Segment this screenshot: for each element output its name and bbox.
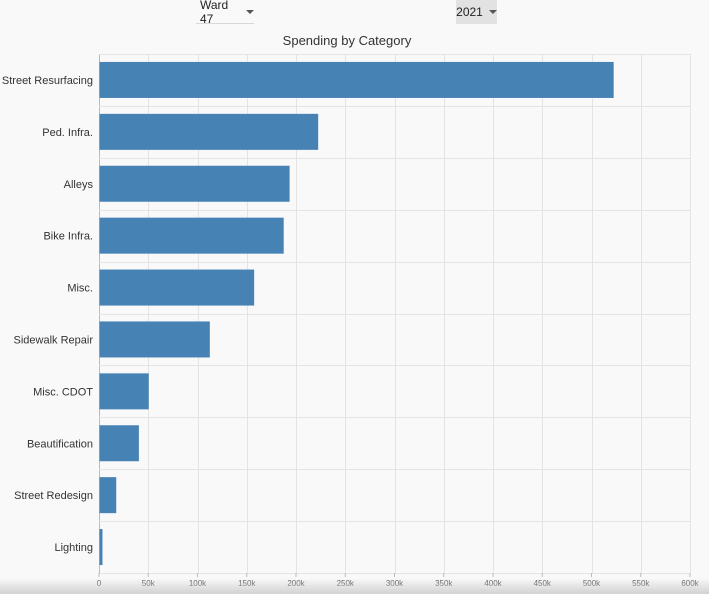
category-label: Lighting [54, 542, 93, 554]
category-labels: Street Resurfacing Ped. Infra. Alleys Bike … [2, 75, 94, 554]
bar[interactable] [99, 113, 319, 150]
category-label: Sidewalk Repair [14, 334, 94, 346]
x-tick-label: 350k [435, 579, 453, 588]
x-axis-ticks: 0 50k 100k 150k 200k 250k 300k 350k 400k 450k 500k… [97, 573, 700, 588]
category-label: Street Redesign [14, 490, 93, 502]
x-tick-label: 500k [583, 579, 601, 588]
grid-lines [99, 54, 691, 574]
category-label: Misc. [67, 283, 93, 295]
x-tick-label: 300k [386, 579, 404, 588]
x-tick-label: 100k [189, 579, 207, 588]
bar[interactable] [99, 321, 210, 358]
x-tick-label: 550k [632, 579, 650, 588]
category-label: Misc. CDOT [33, 386, 93, 398]
bar[interactable] [99, 61, 614, 98]
bar[interactable] [99, 165, 290, 202]
bars [99, 61, 614, 566]
caret-down-icon [246, 9, 254, 14]
x-tick-label: 250k [337, 579, 355, 588]
category-label: Beautification [27, 438, 93, 450]
x-tick-label: 0 [97, 579, 102, 588]
x-tick-label: 150k [238, 579, 256, 588]
chart-title: Spending by Category [283, 33, 412, 48]
x-tick-label: 200k [287, 579, 305, 588]
category-label: Bike Infra. [43, 231, 93, 243]
x-tick-label: 400k [484, 579, 502, 588]
x-tick-label: 600k [681, 579, 699, 588]
x-tick-label: 50k [142, 579, 156, 588]
category-label: Ped. Infra. [42, 127, 93, 139]
ward-select[interactable]: Ward 47 [196, 0, 254, 26]
x-tick-label: 450k [534, 579, 552, 588]
bar[interactable] [99, 269, 255, 306]
year-select-value: 2021 [456, 5, 483, 19]
caret-down-icon [488, 10, 497, 14]
bar[interactable] [99, 529, 103, 566]
ward-select-value: Ward 47 [200, 0, 229, 26]
bar[interactable] [99, 217, 284, 254]
year-select[interactable]: 2021 [456, 0, 497, 24]
category-label: Street Resurfacing [2, 75, 93, 87]
bar[interactable] [99, 373, 149, 410]
bar[interactable] [99, 477, 117, 514]
bar[interactable] [99, 425, 139, 462]
category-label: Alleys [64, 179, 94, 191]
